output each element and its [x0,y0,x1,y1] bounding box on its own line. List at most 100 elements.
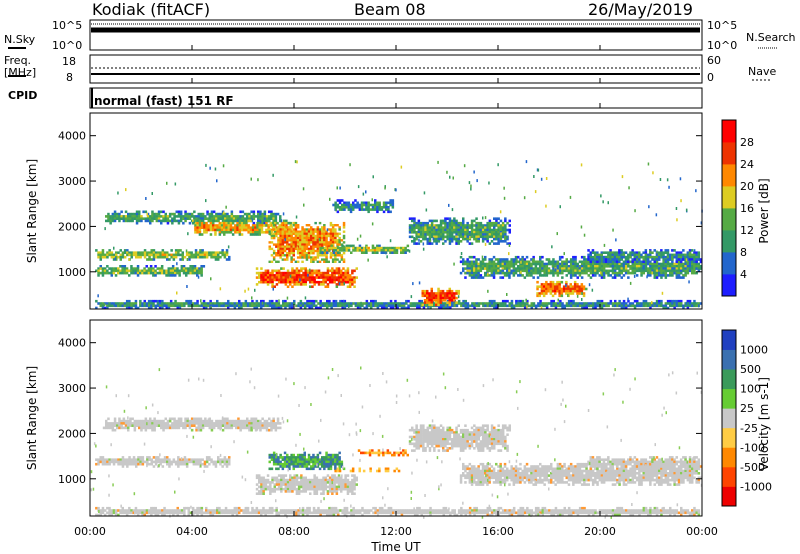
velocity-echo-cell [189,511,193,515]
power-echo-cell [196,221,199,225]
power-echo-cell [490,274,494,277]
power-noise-point [197,275,200,279]
velocity-echo-cell [121,511,124,515]
power-echo-cell [418,299,421,303]
power-echo-cell [545,267,549,270]
power-echo-cell [146,212,150,216]
power-echo-cell [370,302,373,305]
power-echo-cell [613,253,617,257]
power-echo-cell [638,255,641,259]
power-echo-cell [175,215,178,218]
power-echo-cell [644,249,648,252]
power-echo-cell [565,269,568,273]
power-echo-cell [604,255,608,259]
power-echo-cell [459,240,463,243]
velocity-echo-cell [163,513,166,517]
power-echo-cell [517,304,520,308]
power-echo-cell [528,269,531,273]
power-echo-cell [336,245,339,248]
power-echo-cell [389,249,392,252]
power-echo-cell [567,267,571,270]
power-echo-cell [644,262,648,266]
power-echo-cell [416,306,419,310]
power-echo-cell [353,285,356,288]
power-echo-cell [497,260,500,264]
power-echo-cell [398,302,401,305]
power-echo-cell [333,274,336,277]
power-echo-cell [561,262,564,266]
velocity-echo-cell [317,509,320,512]
power-echo-cell [216,226,219,229]
power-echo-cell [176,269,179,273]
velocity-echo-cell [385,511,388,515]
power-echo-cell [174,267,177,270]
power-echo-cell [290,256,293,259]
power-echo-cell [477,274,480,277]
power-echo-cell [426,231,429,234]
power-echo-cell [292,258,295,261]
power-echo-cell [506,274,509,277]
power-echo-cell [567,299,571,303]
power-echo-cell [157,251,160,254]
power-echo-cell [282,276,285,279]
power-echo-cell [646,271,650,275]
velocity-echo-cell [304,509,307,512]
power-echo-cell [171,219,174,223]
power-echo-cell [695,258,698,261]
power-echo-cell [411,226,414,229]
velocity-echo-cell [341,511,344,515]
power-echo-cell [200,219,204,223]
power-echo-cell [591,274,595,277]
power-echo-cell [271,285,274,288]
power-echo-cell [171,217,174,220]
power-echo-cell [267,219,270,223]
velocity-echo-cell [205,506,208,510]
power-echo-cell [139,299,142,303]
power-echo-cell [229,226,233,229]
power-echo-cell [417,224,421,227]
nsearch-label: N.Search [746,31,796,44]
power-echo-cell [112,267,116,270]
power-echo-cell [219,212,222,216]
velocity-echo-cell [332,511,336,515]
power-echo-cell [166,217,170,220]
power-echo-cell [638,269,641,273]
power-echo-cell [450,233,454,236]
power-echo-cell [514,262,518,266]
power-echo-cell [332,304,336,308]
power-echo-cell [211,302,215,305]
power-echo-cell [430,296,433,300]
power-echo-cell [101,269,105,273]
power-echo-cell [484,267,487,270]
power-echo-cell [554,262,557,266]
power-echo-cell [290,252,293,255]
power-echo-cell [123,269,127,273]
power-echo-cell [194,219,197,223]
power-echo-cell [439,226,443,229]
power-echo-cell [135,219,139,223]
power-echo-cell [190,212,194,216]
power-echo-cell [543,262,546,266]
power-echo-cell [324,274,327,277]
velocity-echo-cell [198,506,201,510]
power-echo-cell [534,267,538,270]
power-echo-cell [188,221,192,225]
power-echo-cell [631,269,634,273]
power-noise-point [296,246,299,250]
power-echo-cell [523,276,527,279]
power-echo-cell [382,203,386,207]
power-echo-cell [296,249,300,253]
power-echo-cell [294,245,298,248]
power-echo-cell [481,235,485,239]
power-echo-cell [145,265,148,268]
power-echo-cell [192,221,195,225]
power-echo-cell [620,302,624,305]
power-echo-cell [684,274,687,277]
power-echo-cell [323,224,326,227]
power-echo-cell [299,299,303,303]
velocity-echo-cell [312,511,316,515]
power-echo-cell [329,232,333,235]
power-echo-cell [484,233,487,236]
power-echo-cell [203,226,206,229]
power-noise-point [296,160,298,164]
